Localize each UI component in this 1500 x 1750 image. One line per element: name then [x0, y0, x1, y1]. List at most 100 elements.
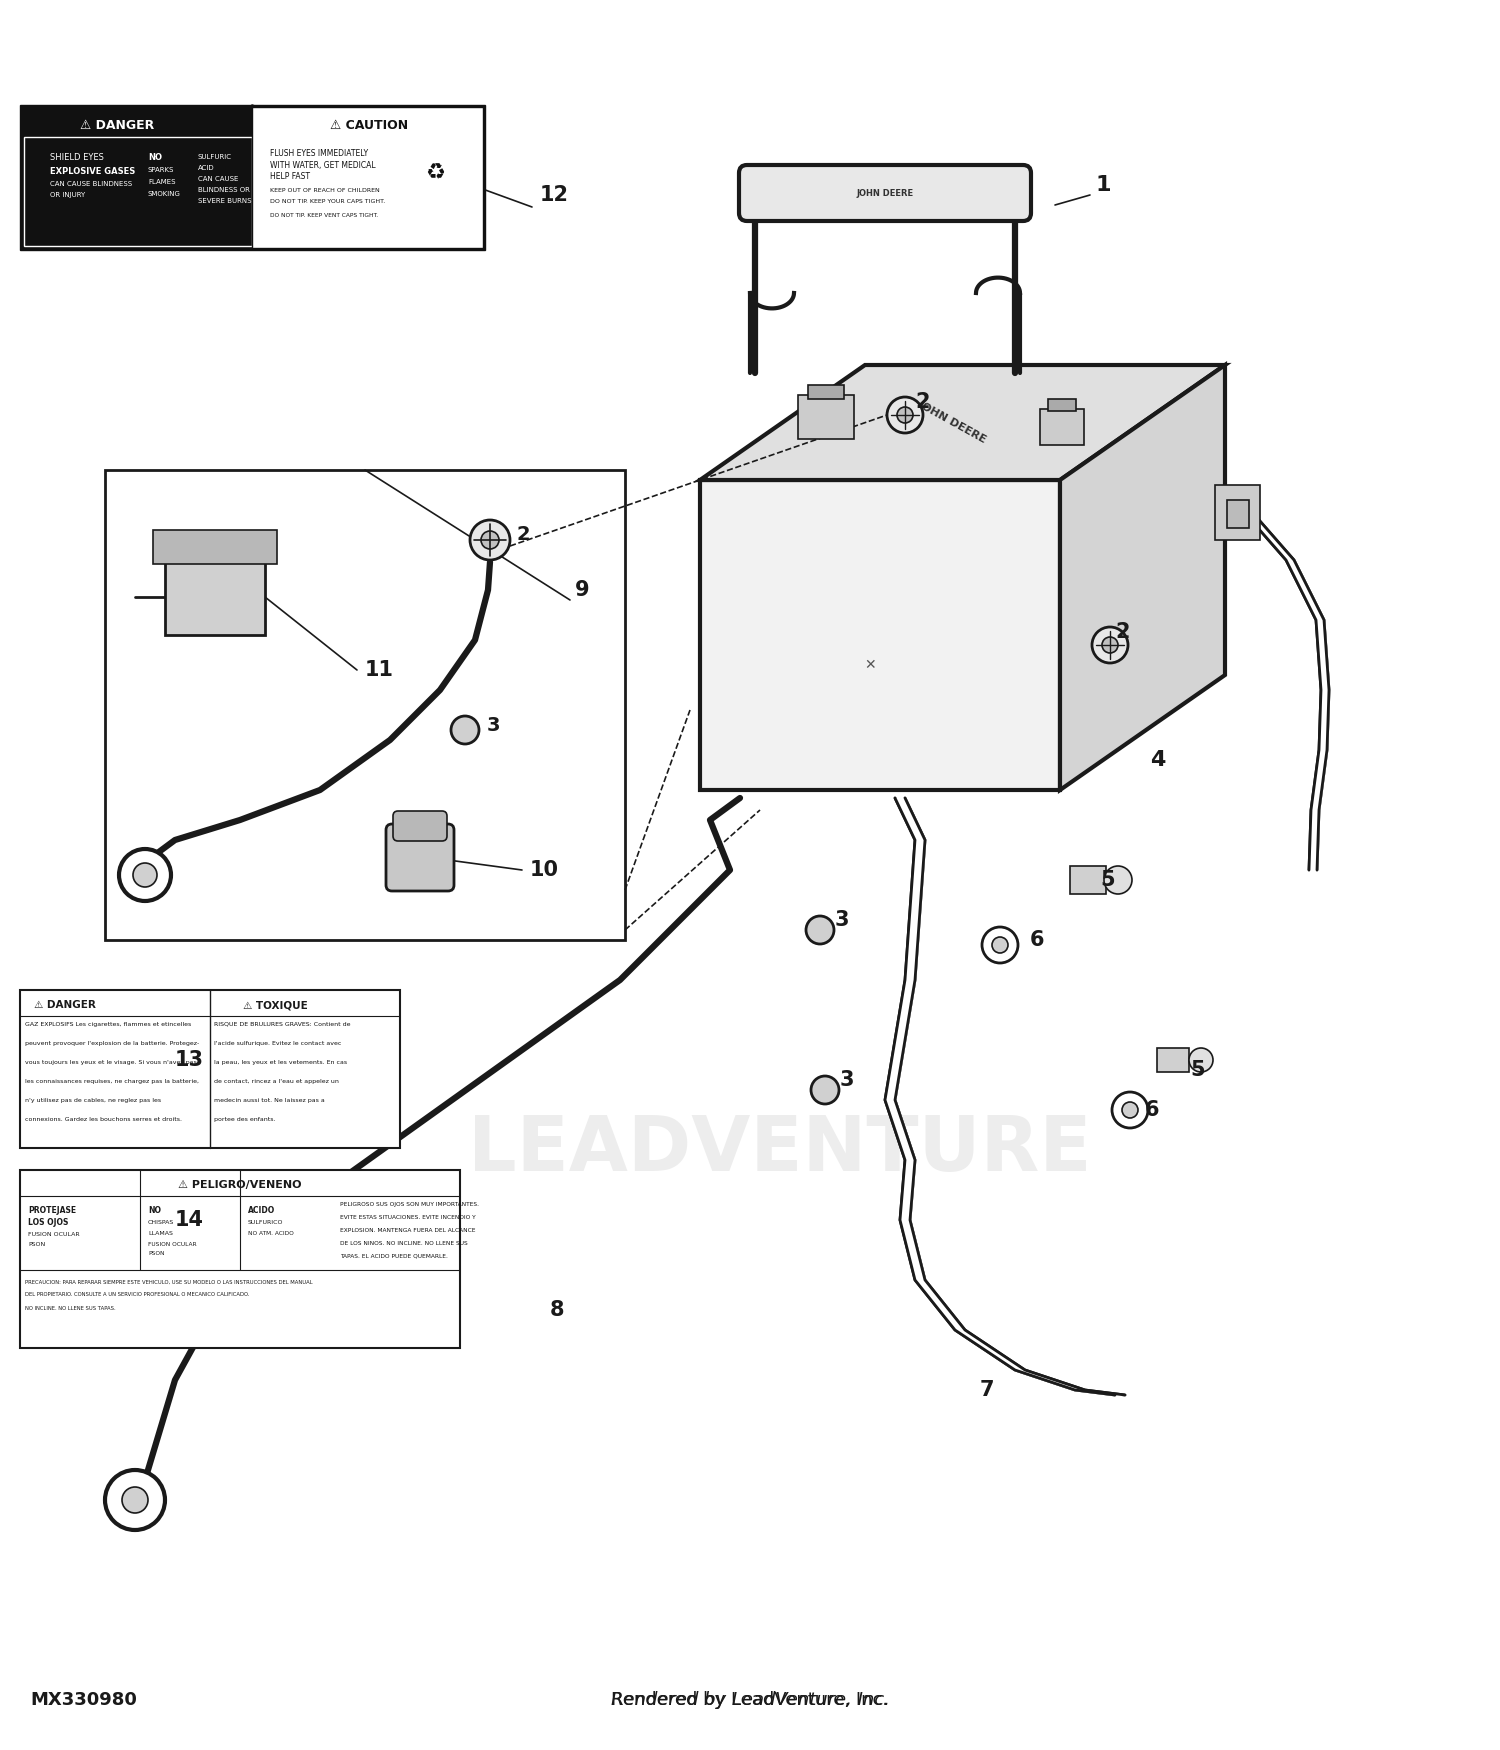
- Circle shape: [1092, 626, 1128, 663]
- Circle shape: [105, 1470, 165, 1530]
- Text: 8: 8: [550, 1300, 564, 1320]
- Text: ♻: ♻: [424, 163, 445, 184]
- Text: vous toujours les yeux et le visage. Si vous n'avez pas: vous toujours les yeux et le visage. Si …: [26, 1059, 196, 1064]
- Text: la peau, les yeux et les vetements. En cas: la peau, les yeux et les vetements. En c…: [214, 1059, 346, 1064]
- Text: Rendered by LeadVenture, Inc.: Rendered by LeadVenture, Inc.: [612, 1690, 888, 1710]
- Circle shape: [886, 397, 922, 432]
- Bar: [1156, 1048, 1190, 1073]
- Text: Rendered by LeadVenture, Inc.: Rendered by LeadVenture, Inc.: [610, 1690, 890, 1710]
- Circle shape: [122, 1488, 148, 1514]
- Text: SULFURICO: SULFURICO: [248, 1220, 284, 1225]
- Text: PRECAUCION: PARA REPARAR SIEMPRE ESTE VEHICULO, USE SU MODELO O LAS INSTRUCCIONE: PRECAUCION: PARA REPARAR SIEMPRE ESTE VE…: [26, 1279, 312, 1284]
- Text: ACID: ACID: [198, 164, 214, 172]
- Text: 2: 2: [516, 525, 530, 544]
- Text: ⚠ PELIGRO/VENENO: ⚠ PELIGRO/VENENO: [178, 1180, 302, 1190]
- Circle shape: [1104, 866, 1132, 894]
- Text: SULFURIC: SULFURIC: [198, 154, 232, 159]
- Text: NO ATM. ACIDO: NO ATM. ACIDO: [248, 1230, 294, 1236]
- Text: NO: NO: [148, 1206, 160, 1214]
- Text: TAPAS. EL ACIDO PUEDE QUEMARLE.: TAPAS. EL ACIDO PUEDE QUEMARLE.: [340, 1253, 448, 1258]
- Bar: [1048, 399, 1076, 411]
- Text: de contact, rincez a l'eau et appelez un: de contact, rincez a l'eau et appelez un: [214, 1078, 339, 1083]
- Text: 6: 6: [1030, 929, 1044, 950]
- Circle shape: [1112, 1092, 1148, 1129]
- Text: PSON: PSON: [28, 1241, 45, 1246]
- FancyBboxPatch shape: [740, 164, 1030, 220]
- Circle shape: [452, 716, 478, 744]
- Text: ⚠ DANGER: ⚠ DANGER: [80, 119, 154, 131]
- Text: RISQUE DE BRULURES GRAVES: Contient de: RISQUE DE BRULURES GRAVES: Contient de: [214, 1022, 351, 1027]
- Text: DO NOT TIP. KEEP VENT CAPS TIGHT.: DO NOT TIP. KEEP VENT CAPS TIGHT.: [270, 212, 378, 217]
- Bar: [1227, 500, 1250, 528]
- Circle shape: [806, 915, 834, 943]
- Text: PELIGROSO SUS OJOS SON MUY IMPORTANTES.: PELIGROSO SUS OJOS SON MUY IMPORTANTES.: [340, 1202, 478, 1206]
- Circle shape: [470, 520, 510, 560]
- Text: EXPLOSIVE GASES: EXPLOSIVE GASES: [50, 166, 135, 175]
- Circle shape: [1102, 637, 1118, 653]
- Bar: [1215, 485, 1260, 541]
- Text: PSON: PSON: [148, 1251, 165, 1255]
- Bar: [153, 530, 278, 564]
- Text: LOS OJOS: LOS OJOS: [28, 1218, 69, 1227]
- Text: l'acide sulfurique. Evitez le contact avec: l'acide sulfurique. Evitez le contact av…: [214, 1041, 342, 1045]
- Text: 14: 14: [176, 1209, 204, 1230]
- Text: ⚠ TOXIQUE: ⚠ TOXIQUE: [243, 999, 308, 1010]
- Text: 2: 2: [915, 392, 930, 411]
- Text: EXPLOSION. MANTENGA FUERA DEL ALCANCE: EXPLOSION. MANTENGA FUERA DEL ALCANCE: [340, 1227, 476, 1232]
- Text: DO NOT TIP. KEEP YOUR CAPS TIGHT.: DO NOT TIP. KEEP YOUR CAPS TIGHT.: [270, 198, 386, 203]
- Circle shape: [134, 863, 158, 887]
- Text: 5: 5: [1100, 870, 1114, 891]
- Text: 6: 6: [1144, 1101, 1160, 1120]
- Text: EVITE ESTAS SITUACIONES. EVITE INCENDIO Y: EVITE ESTAS SITUACIONES. EVITE INCENDIO …: [340, 1214, 476, 1220]
- Bar: [20, 1171, 460, 1348]
- Circle shape: [812, 1076, 838, 1104]
- Bar: [798, 396, 853, 439]
- Bar: [1070, 866, 1106, 894]
- Text: ACIDO: ACIDO: [248, 1206, 276, 1214]
- Bar: [105, 471, 626, 940]
- Text: NO INCLINE. NO LLENE SUS TAPAS.: NO INCLINE. NO LLENE SUS TAPAS.: [26, 1306, 116, 1311]
- Bar: [24, 136, 252, 247]
- Text: FLUSH EYES IMMEDIATELY: FLUSH EYES IMMEDIATELY: [270, 149, 368, 157]
- Circle shape: [992, 936, 1008, 954]
- Bar: [1040, 410, 1084, 444]
- Circle shape: [482, 530, 500, 550]
- Text: 2: 2: [1114, 621, 1130, 642]
- Text: n'y utilisez pas de cables, ne reglez pas les: n'y utilisez pas de cables, ne reglez pa…: [26, 1097, 160, 1102]
- Text: 13: 13: [176, 1050, 204, 1069]
- Text: FLAMES: FLAMES: [148, 178, 176, 186]
- Text: les connaissances requises, ne chargez pas la batterie,: les connaissances requises, ne chargez p…: [26, 1078, 200, 1083]
- Text: CAN CAUSE BLINDNESS: CAN CAUSE BLINDNESS: [50, 180, 132, 187]
- Circle shape: [1122, 1102, 1138, 1118]
- Circle shape: [897, 408, 914, 423]
- Text: MX330980: MX330980: [30, 1690, 136, 1710]
- Text: BLINDNESS OR: BLINDNESS OR: [198, 187, 250, 192]
- Text: KEEP OUT OF REACH OF CHILDREN: KEEP OUT OF REACH OF CHILDREN: [270, 187, 380, 192]
- Text: CHISPAS: CHISPAS: [148, 1220, 174, 1225]
- Text: connexions. Gardez les bouchons serres et droits.: connexions. Gardez les bouchons serres e…: [26, 1116, 182, 1122]
- Text: DE LOS NINOS. NO INCLINE. NO LLENE SUS: DE LOS NINOS. NO INCLINE. NO LLENE SUS: [340, 1241, 468, 1246]
- Text: 3: 3: [836, 910, 849, 929]
- Bar: [20, 105, 484, 250]
- Text: ✕: ✕: [864, 658, 876, 672]
- Bar: [700, 480, 1060, 789]
- Text: FUSION OCULAR: FUSION OCULAR: [28, 1232, 80, 1237]
- Text: 1: 1: [1095, 175, 1110, 194]
- Text: 10: 10: [530, 859, 560, 880]
- Bar: [20, 990, 400, 1148]
- Text: HELP FAST: HELP FAST: [270, 172, 310, 180]
- Text: 3: 3: [840, 1069, 855, 1090]
- Bar: [252, 107, 483, 248]
- Polygon shape: [700, 366, 1226, 480]
- Text: PROTEJASE: PROTEJASE: [28, 1206, 76, 1214]
- Text: medecin aussi tot. Ne laissez pas a: medecin aussi tot. Ne laissez pas a: [214, 1097, 324, 1102]
- Circle shape: [118, 849, 171, 901]
- Text: 4: 4: [1150, 751, 1166, 770]
- Text: CAN CAUSE: CAN CAUSE: [198, 177, 238, 182]
- Text: OR INJURY: OR INJURY: [50, 192, 86, 198]
- Text: portee des enfants.: portee des enfants.: [214, 1116, 276, 1122]
- Text: 7: 7: [980, 1381, 994, 1400]
- Text: peuvent provoquer l'explosion de la batterie. Protegez-: peuvent provoquer l'explosion de la batt…: [26, 1041, 200, 1045]
- Bar: [22, 107, 252, 248]
- Text: 12: 12: [540, 186, 568, 205]
